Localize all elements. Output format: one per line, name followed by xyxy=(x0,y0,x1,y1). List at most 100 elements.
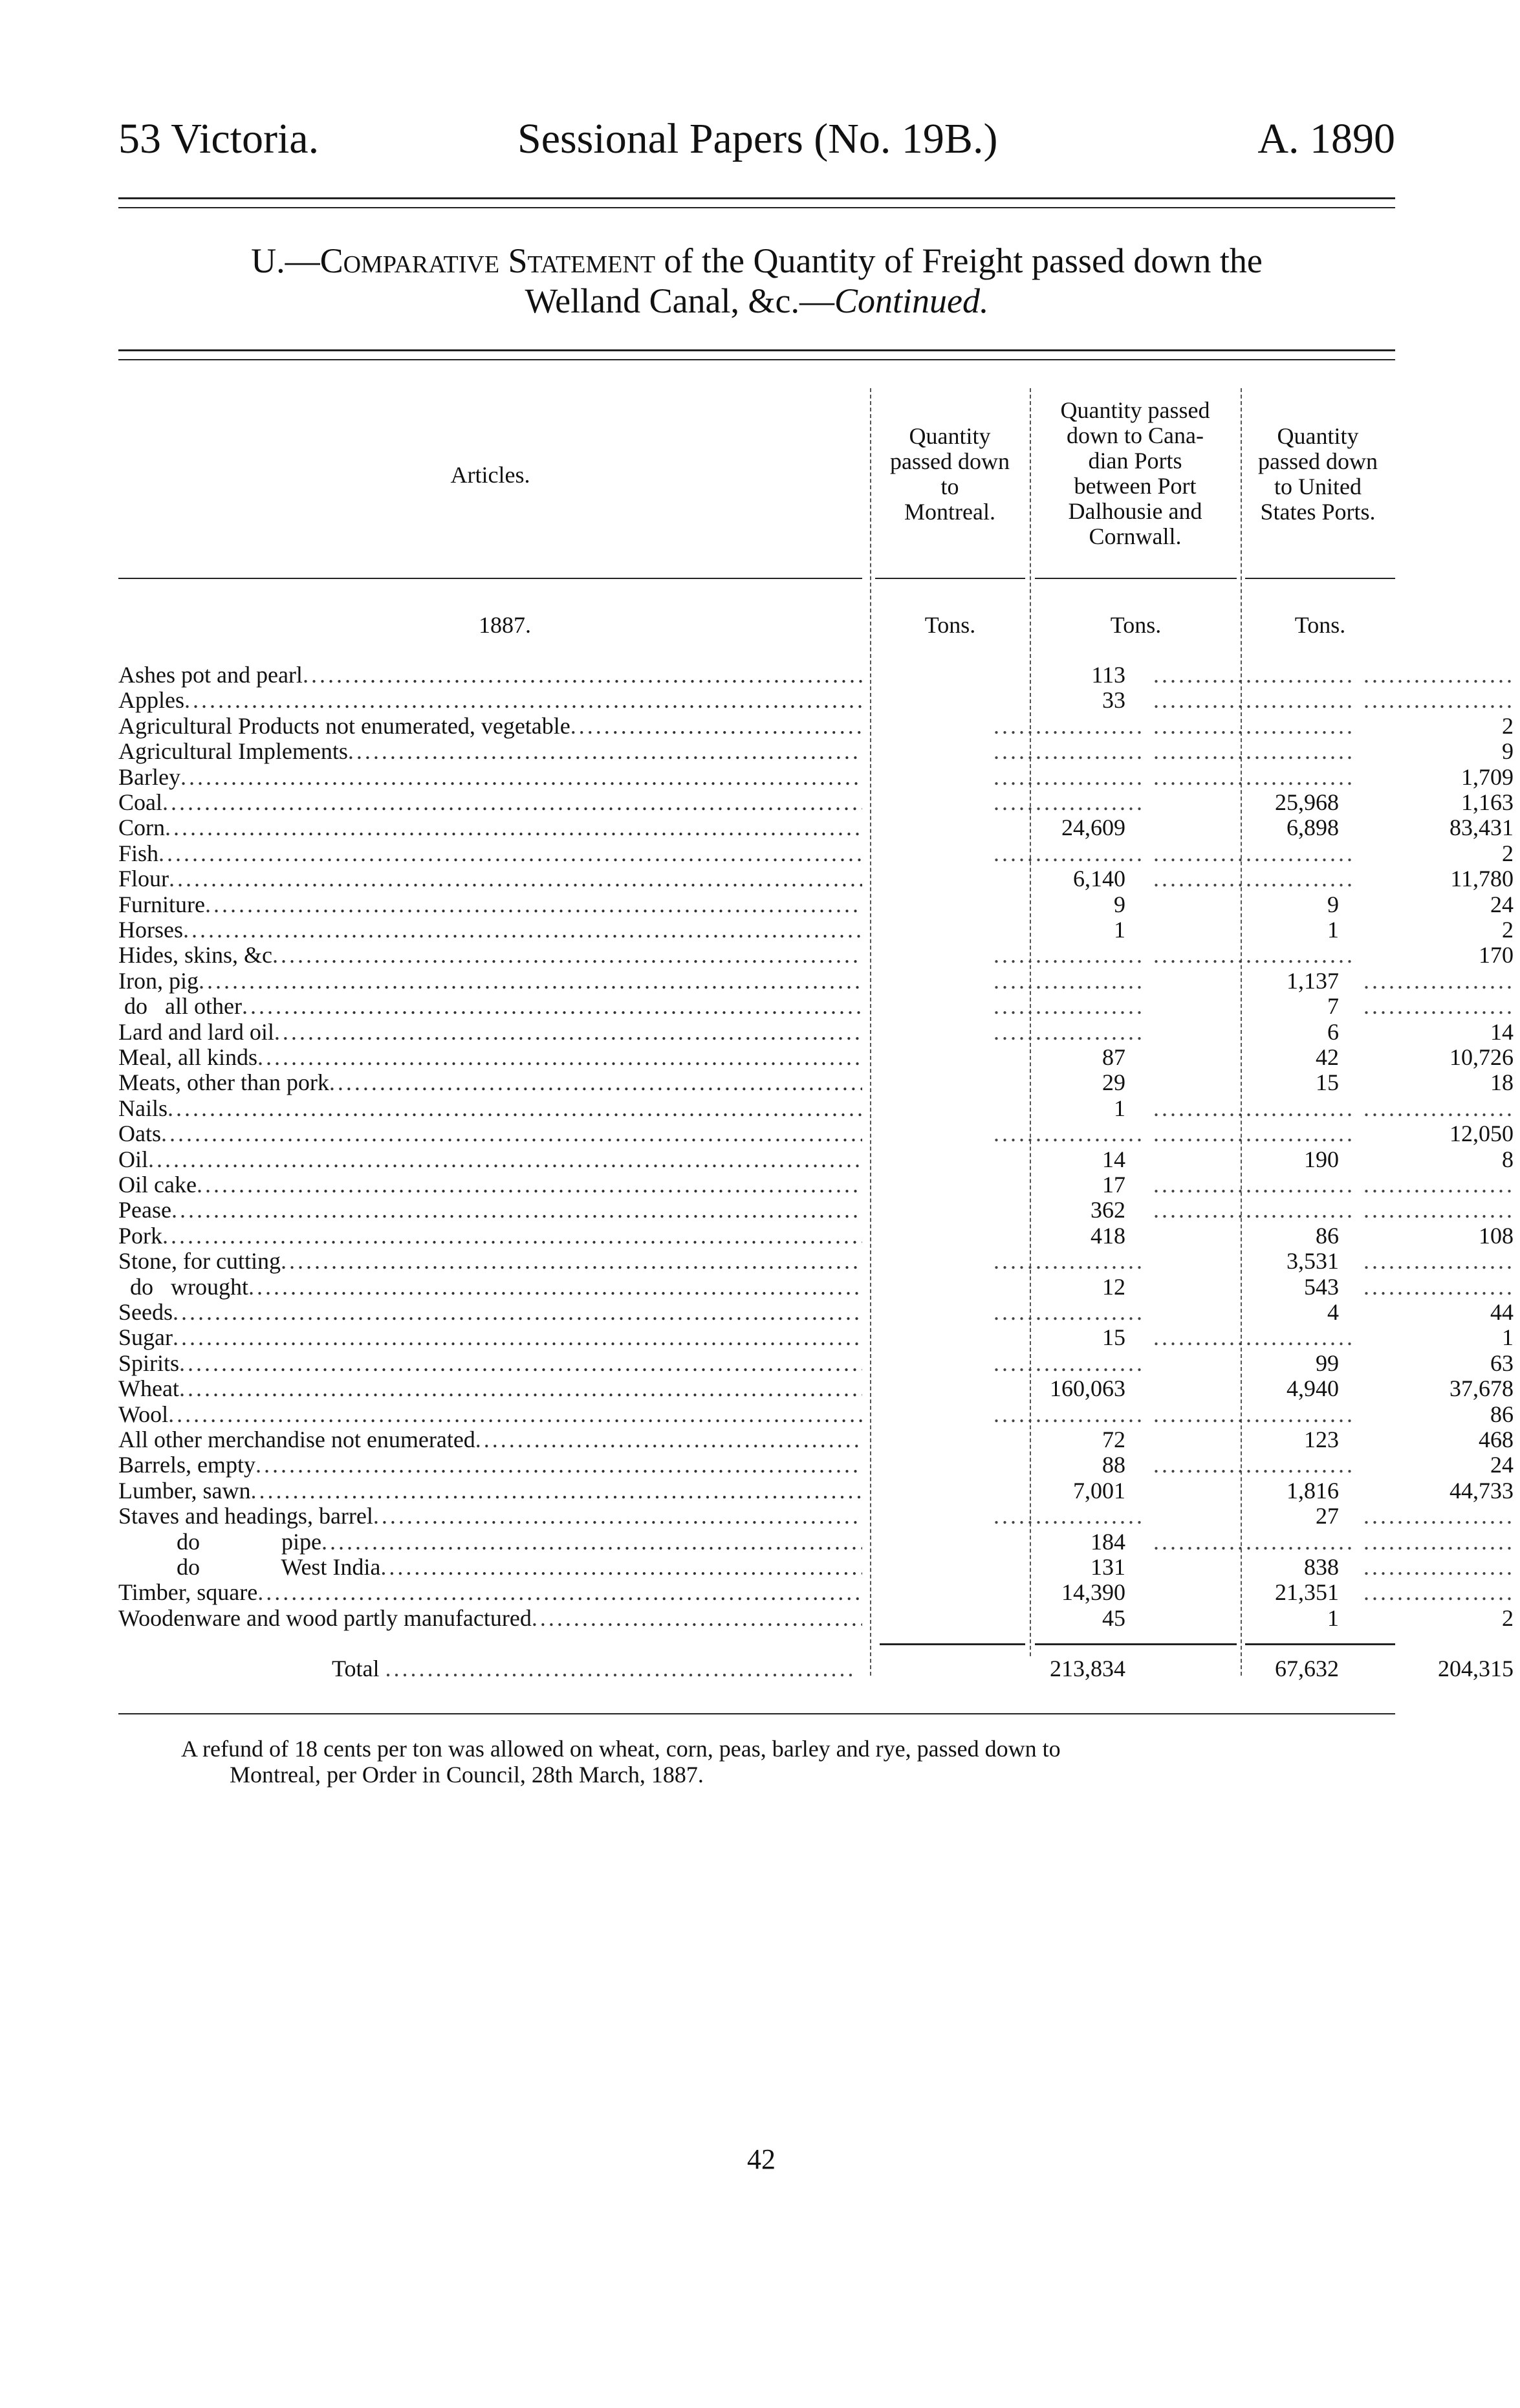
dot-leader: ........................................… xyxy=(198,968,862,994)
value-canadian-ports: 7 xyxy=(1327,994,1339,1020)
value-montreal: 17 xyxy=(1102,1172,1125,1198)
article-name: Oil cake................................… xyxy=(118,1172,862,1198)
dot-leader: ........................................… xyxy=(241,994,862,1020)
dot-leader: ........................................… xyxy=(165,815,862,841)
column-header-line: between Port xyxy=(1074,473,1197,499)
column-divider xyxy=(1241,388,1242,1676)
table-row: Agricultural Products not enumerated, ve… xyxy=(118,714,1514,739)
column-header-line: Montreal. xyxy=(904,499,995,525)
dot-leader: ........................................… xyxy=(173,1325,862,1351)
value-us-ports: 8 xyxy=(1502,1146,1514,1172)
dot-leader: ........................................… xyxy=(347,739,862,765)
value-us-ports: 1,163 xyxy=(1461,790,1514,815)
value-us-ports: 63 xyxy=(1490,1350,1514,1376)
value-us-ports: 1,709 xyxy=(1461,764,1514,790)
table-row: Oil cake................................… xyxy=(118,1172,1514,1198)
dot-leader: ........................................… xyxy=(169,866,862,892)
value-us-ports: 170 xyxy=(1479,943,1514,969)
value-us-ports: ........................................… xyxy=(1363,1580,1514,1606)
dot-leader: ........................................… xyxy=(257,1580,862,1606)
value-canadian-ports: ........................................… xyxy=(1153,1121,1355,1147)
value-montreal: ........................................… xyxy=(993,1019,1144,1045)
value-us-ports: 2 xyxy=(1502,917,1514,943)
article-name: Wool....................................… xyxy=(118,1402,862,1427)
table-row: Oil.....................................… xyxy=(118,1147,1514,1172)
value-us-ports: 2 xyxy=(1502,1605,1514,1631)
article-name: Hides, skins, &c........................… xyxy=(118,943,862,968)
value-canadian-ports: 4 xyxy=(1327,1300,1339,1325)
table-row: Apples..................................… xyxy=(118,688,1514,713)
article-name: Staves and headings, barrel.............… xyxy=(118,1504,862,1529)
value-montreal: ........................................… xyxy=(993,790,1144,815)
article-name: Corn....................................… xyxy=(118,815,862,840)
article-name: Sugar...................................… xyxy=(118,1325,862,1350)
column-header-line: States Ports. xyxy=(1260,499,1376,525)
value-canadian-ports: 6 xyxy=(1327,1019,1339,1045)
value-montreal: ........................................… xyxy=(993,1350,1144,1376)
article-name: Apples..................................… xyxy=(118,688,862,713)
value-montreal: 87 xyxy=(1102,1045,1125,1070)
article-name: Woodenware and wood partly manufactured.… xyxy=(118,1606,862,1631)
value-montreal: 88 xyxy=(1102,1452,1125,1478)
value-montreal: ........................................… xyxy=(993,1504,1144,1529)
article-name: Furniture...............................… xyxy=(118,892,862,917)
unit-label: Tons. xyxy=(1110,612,1162,638)
dot-leader: ........................................… xyxy=(158,840,862,866)
total-us-ports: 204,315 xyxy=(1438,1656,1514,1681)
value-montreal: ........................................… xyxy=(993,764,1144,790)
dot-leader: ........................................… xyxy=(272,943,862,969)
value-us-ports: ........................................… xyxy=(1363,1504,1514,1529)
value-us-ports: ........................................… xyxy=(1363,1198,1514,1223)
value-canadian-ports: ........................................… xyxy=(1153,662,1355,688)
dot-leader: ........................................… xyxy=(179,1350,862,1376)
article-name: Pork....................................… xyxy=(118,1223,862,1249)
dot-leader: ........................................… xyxy=(168,1401,862,1427)
value-us-ports: ........................................… xyxy=(1363,968,1514,994)
table-row: do pipe.................................… xyxy=(118,1529,1514,1555)
table-row: do all other............................… xyxy=(118,994,1514,1020)
value-us-ports: 12,050 xyxy=(1449,1121,1514,1147)
value-montreal: 24,609 xyxy=(1061,815,1125,841)
value-canadian-ports: 1,137 xyxy=(1287,968,1339,994)
value-us-ports: 11,780 xyxy=(1450,866,1514,892)
dot-leader: ........................................… xyxy=(180,764,862,790)
value-us-ports: 14 xyxy=(1490,1019,1514,1045)
table-row: Iron, pig...............................… xyxy=(118,968,1514,994)
footnote-line2: Montreal, per Order in Council, 28th Mar… xyxy=(230,1762,704,1788)
value-canadian-ports: ........................................… xyxy=(1153,739,1355,765)
article-name: Oil.....................................… xyxy=(118,1147,862,1172)
dot-leader: ........................................… xyxy=(329,1070,862,1096)
value-us-ports: 2 xyxy=(1502,713,1514,739)
table-row: Meal, all kinds.........................… xyxy=(118,1045,1514,1070)
value-us-ports: 468 xyxy=(1479,1427,1514,1452)
article-name: Iron, pig...............................… xyxy=(118,969,862,994)
column-header-line: passed down xyxy=(890,448,1010,474)
value-montreal: 14,390 xyxy=(1061,1580,1125,1606)
column-header-line: Quantity passed xyxy=(1060,397,1210,423)
table-row: Nails...................................… xyxy=(118,1096,1514,1121)
table-row: Spirits.................................… xyxy=(118,1350,1514,1376)
total-label: Total ..................................… xyxy=(332,1656,856,1681)
article-name: do pipe.................................… xyxy=(118,1529,862,1555)
value-us-ports: 2 xyxy=(1502,840,1514,866)
dot-leader: ........................................… xyxy=(162,790,862,815)
table-row: Pease...................................… xyxy=(118,1198,1514,1223)
table-row: Lumber, sawn............................… xyxy=(118,1478,1514,1504)
value-us-ports: ........................................… xyxy=(1363,1555,1514,1580)
article-name: do all other............................… xyxy=(118,994,862,1019)
value-canadian-ports: 4,940 xyxy=(1287,1376,1339,1402)
value-montreal: ........................................… xyxy=(993,840,1144,866)
column-header-line: Quantity xyxy=(1277,423,1359,449)
dot-leader: ........................................… xyxy=(171,1198,862,1223)
value-canadian-ports: 543 xyxy=(1304,1274,1339,1300)
article-name: Agricultural Products not enumerated, ve… xyxy=(118,714,862,739)
table-row: do West India...........................… xyxy=(118,1555,1514,1580)
value-montreal: ........................................… xyxy=(993,968,1144,994)
value-montreal: 1 xyxy=(1114,917,1125,943)
article-name: Meats, other than pork..................… xyxy=(118,1070,862,1095)
value-montreal: ........................................… xyxy=(993,1121,1144,1147)
total-rule xyxy=(1035,1643,1237,1645)
value-us-ports: ........................................… xyxy=(1363,1274,1514,1300)
total-montreal: 213,834 xyxy=(998,1656,1125,1681)
article-name: Coal....................................… xyxy=(118,790,862,815)
